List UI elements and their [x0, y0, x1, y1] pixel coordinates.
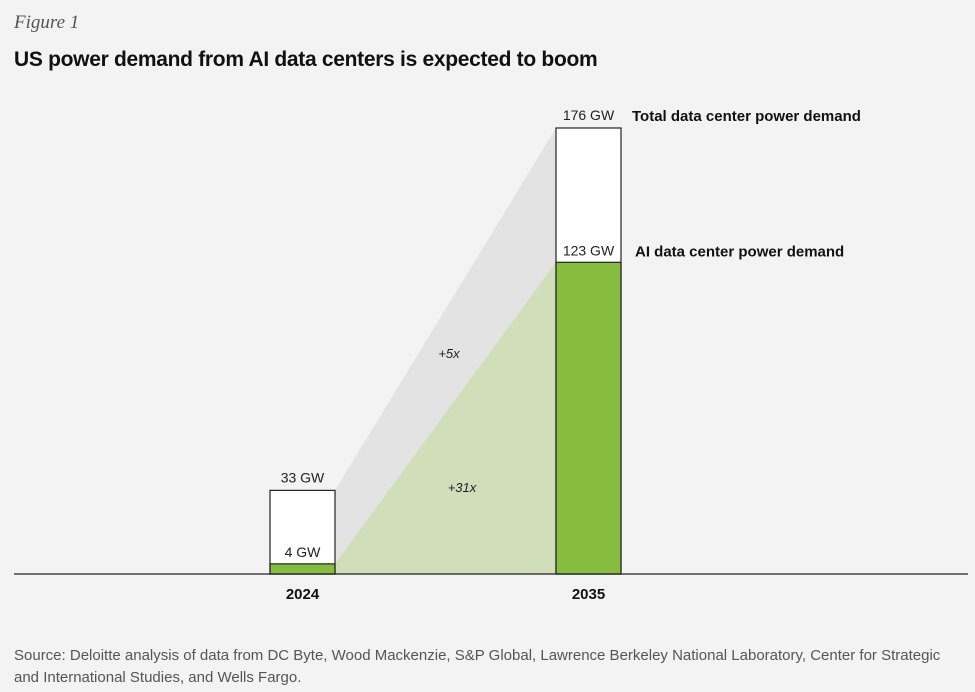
figure-label: Figure 1 [14, 12, 80, 33]
value-label-total-2035: 176 GW [563, 107, 615, 123]
series-label-total: Total data center power demand [632, 108, 861, 125]
chart-title: US power demand from AI data centers is … [14, 48, 598, 71]
bar-ai-2035 [555, 261, 622, 575]
value-label-ai-2035: 123 GW [563, 242, 615, 258]
bar-total-2024 [269, 489, 336, 575]
bar-ai-2024 [269, 563, 336, 575]
source-note: Source: Deloitte analysis of data from D… [14, 647, 941, 686]
growth-label-ai: +31x [448, 480, 477, 495]
value-label-ai-2024: 4 GW [285, 544, 322, 560]
value-label-total-2024: 33 GW [281, 469, 325, 485]
category-label-2024: 2024 [286, 586, 320, 603]
chart: 33 GW 4 GW 176 GW 123 GW Total data cent… [14, 107, 968, 603]
growth-label-total: +5x [438, 346, 460, 361]
series-label-ai: AI data center power demand [635, 243, 844, 260]
category-label-2035: 2035 [572, 586, 605, 603]
ai-growth-band [335, 262, 556, 574]
